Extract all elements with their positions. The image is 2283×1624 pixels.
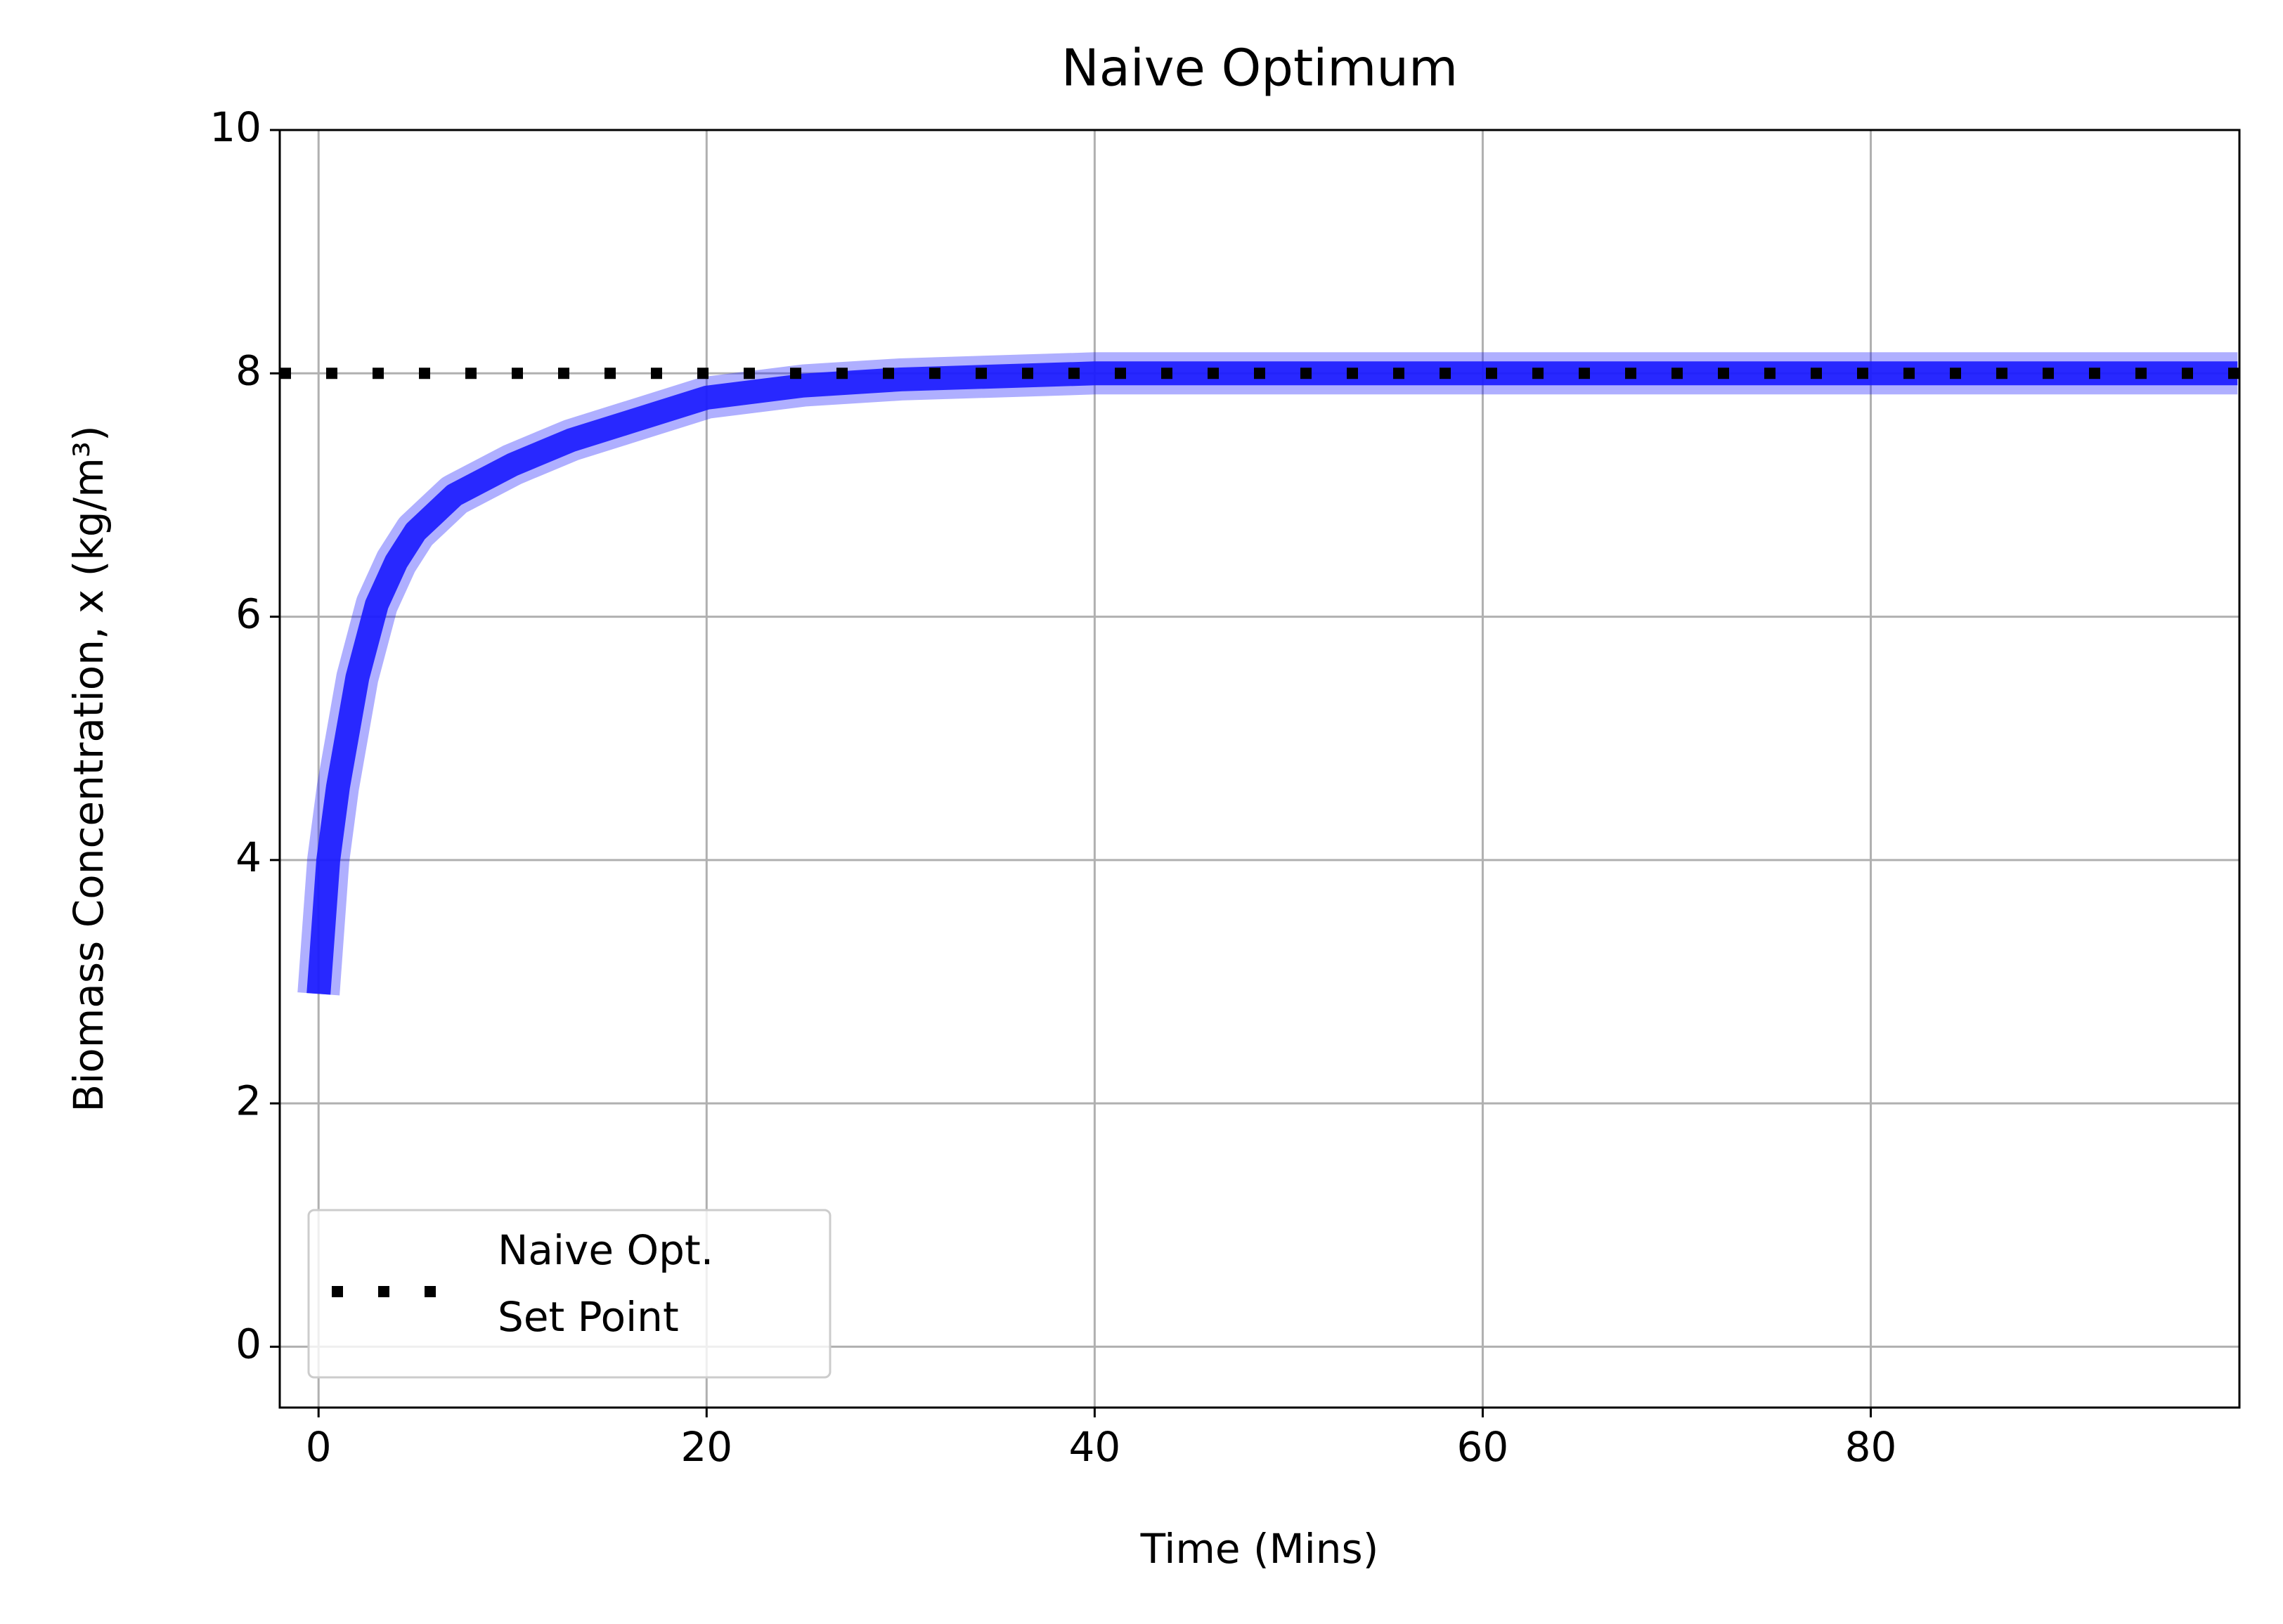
y-tick-label: 6 xyxy=(235,590,261,638)
y-tick-label: 4 xyxy=(235,833,261,881)
plot-frame xyxy=(278,129,2241,1409)
y-tick-label: 8 xyxy=(235,346,261,394)
x-tick-label: 20 xyxy=(680,1423,732,1471)
x-tick-label: 0 xyxy=(306,1423,332,1471)
series-band xyxy=(297,352,2238,996)
x-axis-label: Time (Mins) xyxy=(1140,1525,1379,1573)
series-line xyxy=(306,361,2238,995)
chart-title: Naive Optimum xyxy=(1061,39,1458,98)
legend-box xyxy=(307,1209,832,1379)
x-tick-label: 40 xyxy=(1068,1423,1120,1471)
x-tick-label: 80 xyxy=(1845,1423,1897,1471)
y-tick-label: 2 xyxy=(235,1077,261,1124)
y-tick-label: 10 xyxy=(209,103,261,151)
y-axis-label: Biomass Concentration, x (kg/m³) xyxy=(65,425,112,1112)
x-tick-label: 60 xyxy=(1457,1423,1509,1471)
y-tick-label: 0 xyxy=(235,1320,261,1368)
legend-label: Naive Opt. Set Point xyxy=(498,1226,713,1341)
